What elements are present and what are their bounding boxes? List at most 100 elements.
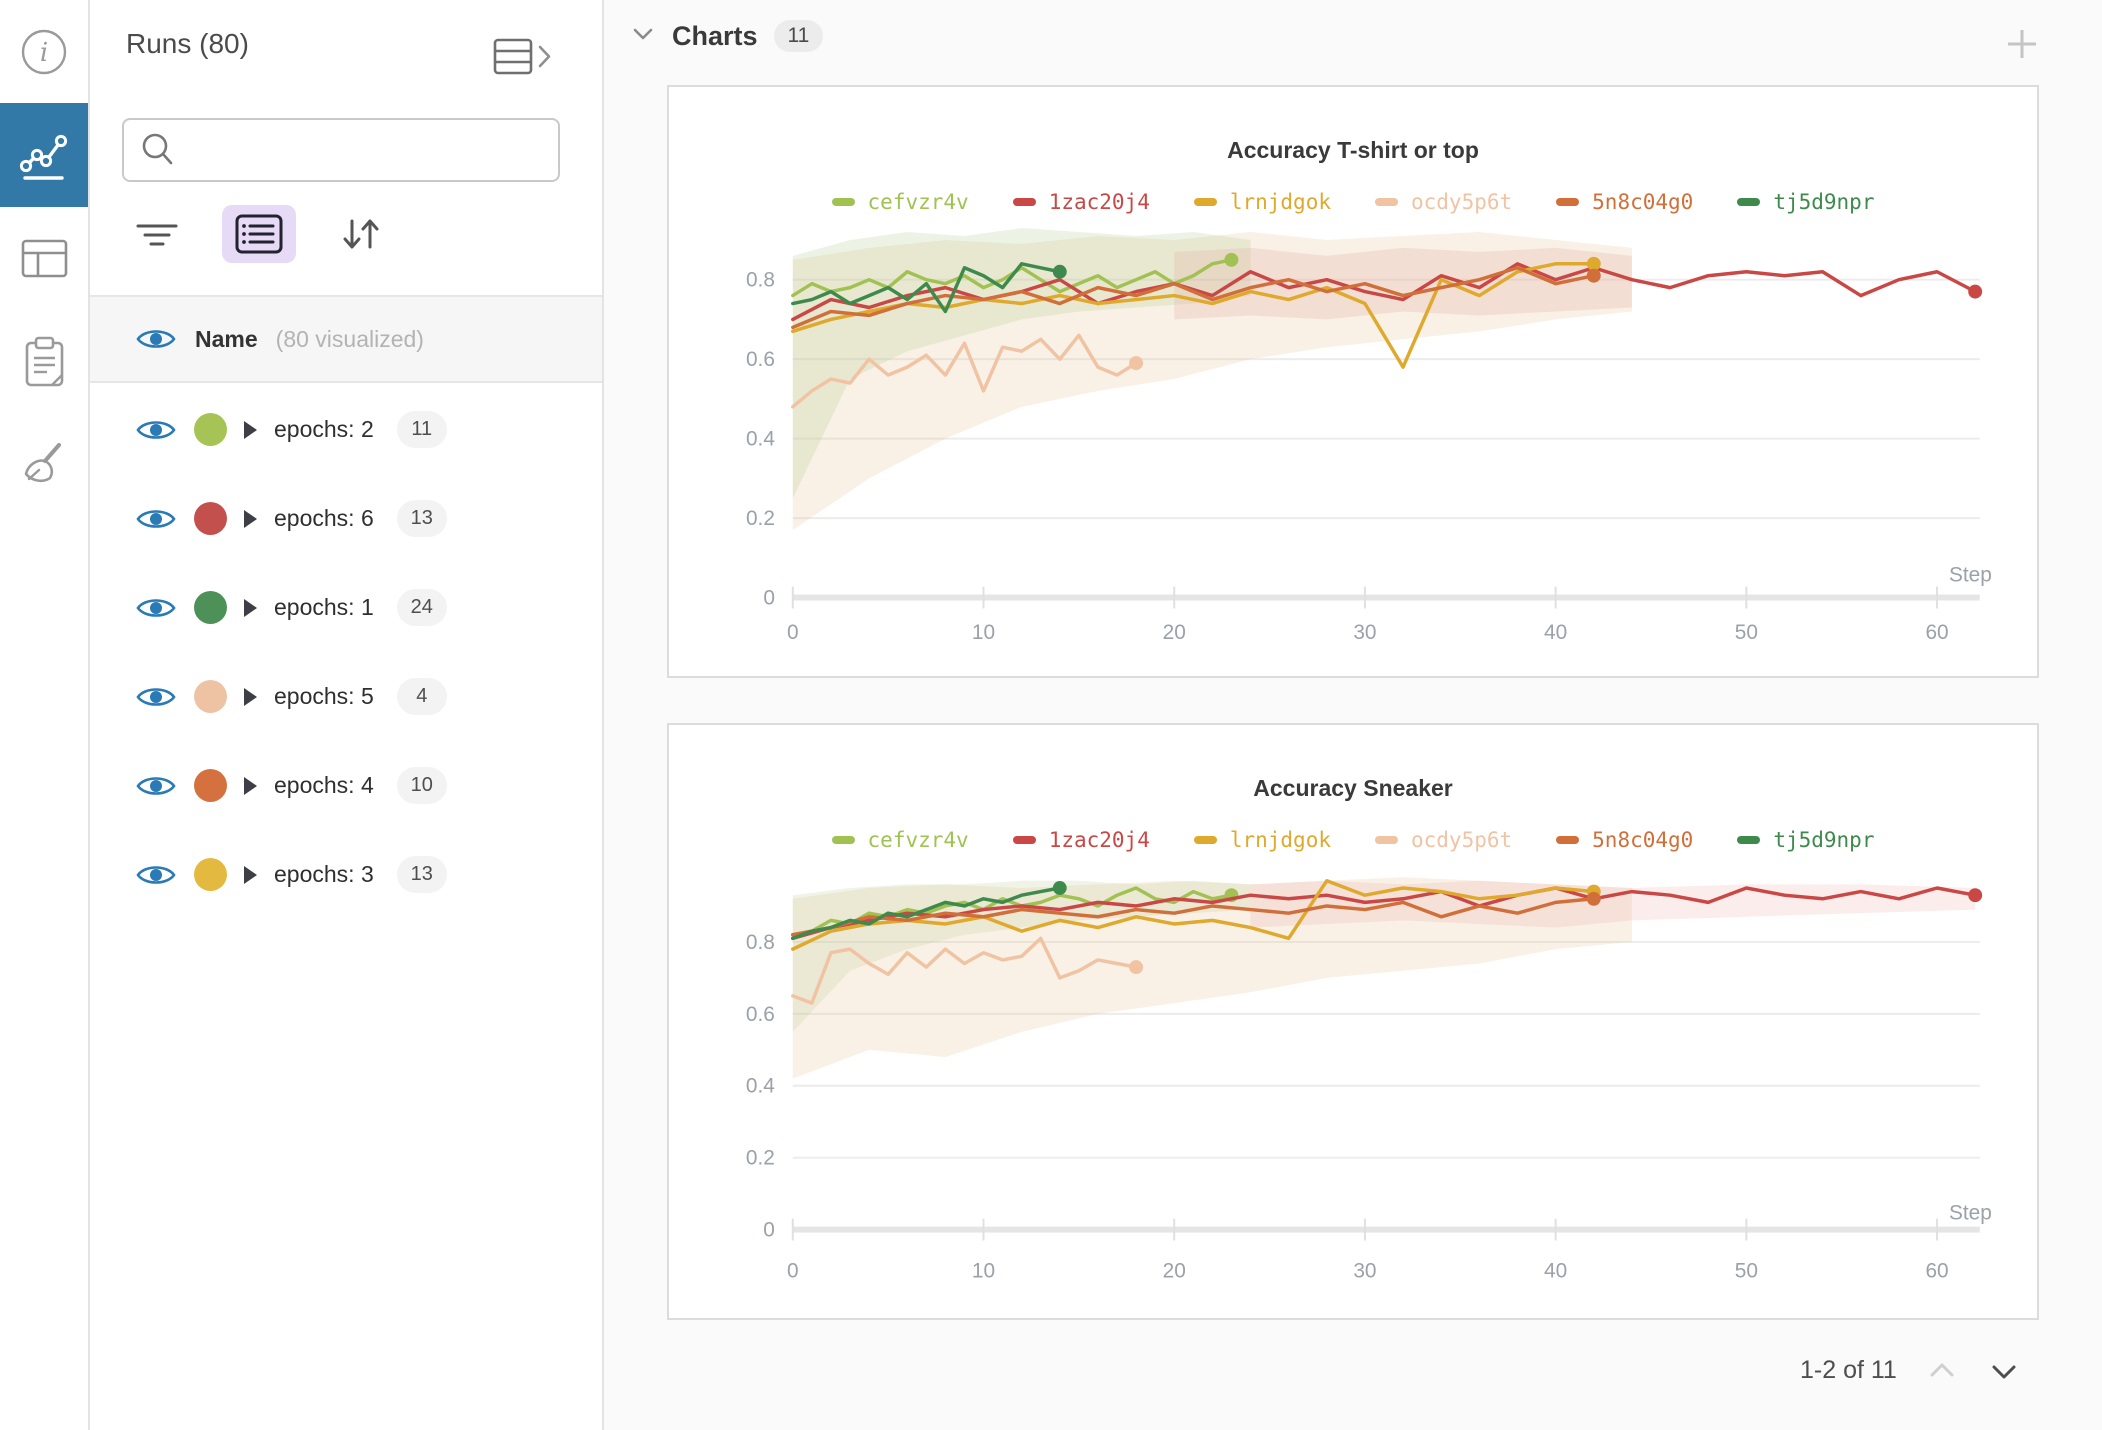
svg-text:0.4: 0.4 [746, 1075, 775, 1098]
charts-section-title: Charts [672, 20, 758, 51]
eye-icon[interactable] [135, 860, 177, 890]
caret-right-icon[interactable] [244, 420, 257, 439]
legend-item[interactable]: tj5d9npr [1737, 828, 1874, 852]
legend-item[interactable]: 5n8c04g0 [1556, 828, 1693, 852]
eye-icon[interactable] [135, 682, 177, 712]
run-group-row[interactable]: epochs: 4 10 [90, 741, 602, 830]
charts-tab-icon[interactable] [0, 103, 88, 207]
svg-text:50: 50 [1735, 621, 1758, 644]
svg-text:0: 0 [787, 1259, 799, 1282]
svg-text:0: 0 [763, 586, 775, 609]
legend-swatch [1556, 836, 1580, 844]
caret-right-icon[interactable] [244, 865, 257, 884]
run-group-row[interactable]: epochs: 2 11 [90, 385, 602, 474]
svg-text:Step: Step [1949, 1202, 1992, 1225]
svg-text:0: 0 [763, 1219, 775, 1242]
run-list-toolbar [122, 205, 396, 263]
legend-item[interactable]: ocdy5p6t [1375, 190, 1512, 214]
page-up-button[interactable] [1925, 1358, 1959, 1384]
run-group-row[interactable]: epochs: 6 13 [90, 474, 602, 563]
svg-text:40: 40 [1544, 1259, 1567, 1282]
legend-item[interactable]: cefvzr4v [831, 828, 969, 852]
run-group-list: epochs: 2 11 epochs: 6 13 epochs: 1 24 [90, 385, 602, 919]
chart-panel[interactable]: Accuracy Sneaker cefvzr4v 1zac20j4 lrnjdgo… [667, 723, 2039, 1320]
run-search-input[interactable] [184, 137, 558, 163]
chevron-down-icon[interactable] [630, 21, 656, 52]
caret-right-icon[interactable] [244, 687, 257, 706]
legend-run-name: tj5d9npr [1773, 190, 1875, 214]
legend-swatch [1375, 198, 1398, 206]
run-count-badge: 24 [396, 589, 447, 626]
caret-right-icon[interactable] [244, 509, 257, 528]
legend-run-name: 1zac20j4 [1048, 190, 1150, 214]
eye-icon[interactable] [135, 415, 177, 445]
run-group-label: epochs: 1 [274, 594, 374, 620]
run-color-dot [194, 769, 227, 802]
legend-swatch [1193, 836, 1217, 844]
svg-text:Step: Step [1949, 564, 1992, 587]
pagination-label: 1-2 of 11 [1800, 1356, 1897, 1384]
eye-icon[interactable] [135, 324, 177, 354]
table-tab-icon[interactable] [0, 232, 88, 284]
legend-run-name: lrnjdgok [1229, 190, 1331, 214]
legend-swatch [1737, 198, 1761, 206]
caret-right-icon[interactable] [244, 598, 257, 617]
run-count-badge: 4 [396, 678, 447, 715]
runs-panel-title: Runs (80) [126, 28, 249, 59]
legend-item[interactable]: 5n8c04g0 [1556, 190, 1693, 214]
sort-button[interactable] [326, 206, 396, 262]
run-search-box[interactable] [122, 118, 560, 182]
run-group-row[interactable]: epochs: 5 4 [90, 652, 602, 741]
charts-count-badge: 11 [773, 20, 824, 52]
svg-text:40: 40 [1544, 621, 1567, 644]
notes-clipboard-icon[interactable] [0, 334, 88, 390]
legend-run-name: 1zac20j4 [1048, 828, 1150, 852]
legend-item[interactable]: cefvzr4v [831, 190, 969, 214]
chart-plot: 0 0.2 0.4 0.6 0.8 0 10 20 30 40 50 60 Step [669, 87, 2037, 676]
chart-plot: 0 0.2 0.4 0.6 0.8 0 10 20 30 40 50 60 Step [669, 725, 2037, 1318]
run-visibility-header[interactable]: Name (80 visualized) [90, 295, 602, 383]
svg-text:0.2: 0.2 [746, 507, 775, 530]
chart-panel[interactable]: Accuracy T-shirt or top cefvzr4v 1zac20j4… [667, 85, 2039, 678]
search-icon [138, 130, 178, 170]
legend-swatch [831, 198, 855, 206]
run-group-row[interactable]: epochs: 1 24 [90, 563, 602, 652]
svg-text:0: 0 [787, 621, 799, 644]
eye-icon[interactable] [135, 771, 177, 801]
svg-text:20: 20 [1163, 1259, 1186, 1282]
svg-text:30: 30 [1353, 621, 1376, 644]
eye-icon[interactable] [135, 504, 177, 534]
legend-item[interactable]: lrnjdgok [1193, 828, 1331, 852]
run-count-badge: 10 [396, 767, 447, 804]
runs-table-expand-button[interactable] [492, 36, 556, 83]
legend-item[interactable]: tj5d9npr [1737, 190, 1874, 214]
legend-item[interactable]: 1zac20j4 [1012, 190, 1150, 214]
filter-button[interactable] [122, 208, 192, 260]
svg-text:0.8: 0.8 [746, 931, 775, 954]
caret-right-icon[interactable] [244, 776, 257, 795]
legend-run-name: 5n8c04g0 [1592, 190, 1694, 214]
page-down-button[interactable] [1987, 1358, 2021, 1384]
charts-section-header[interactable]: Charts 11 [630, 20, 824, 52]
legend-swatch [1012, 198, 1036, 206]
legend-item[interactable]: 1zac20j4 [1012, 828, 1150, 852]
runs-sidebar: Runs (80) [90, 0, 604, 1430]
group-view-button[interactable] [222, 205, 296, 263]
legend-item[interactable]: ocdy5p6t [1375, 828, 1512, 852]
add-panel-button[interactable] [2000, 22, 2044, 71]
run-count-badge: 13 [396, 500, 447, 537]
svg-text:50: 50 [1735, 1259, 1758, 1282]
legend-item[interactable]: lrnjdgok [1193, 190, 1331, 214]
run-group-row[interactable]: epochs: 3 13 [90, 830, 602, 919]
legend-run-name: 5n8c04g0 [1592, 828, 1694, 852]
legend-swatch [1556, 198, 1580, 206]
chart-title: Accuracy Sneaker [1253, 775, 1453, 801]
info-icon[interactable]: i [0, 26, 88, 78]
visualized-count-label: (80 visualized) [275, 325, 424, 352]
sweep-broom-icon[interactable] [0, 438, 88, 498]
run-color-dot [194, 680, 227, 713]
eye-icon[interactable] [135, 593, 177, 623]
legend-swatch [1193, 198, 1217, 206]
run-color-dot [194, 413, 227, 446]
